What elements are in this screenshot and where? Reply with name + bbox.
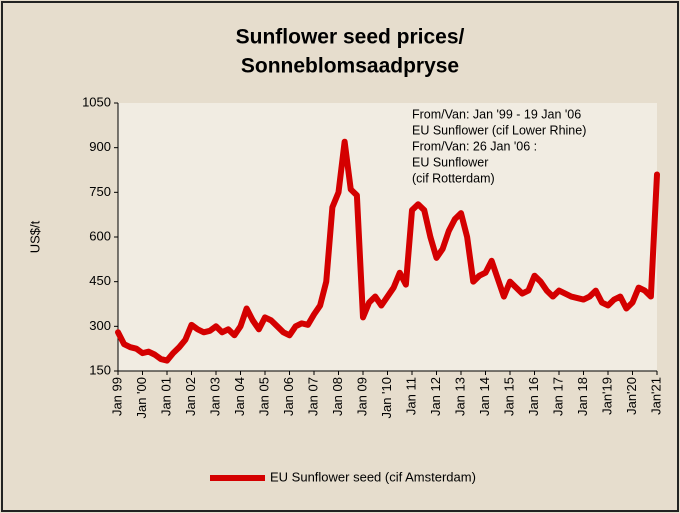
y-tick-label: 300	[89, 318, 111, 333]
x-tick-label: Jan 17	[550, 377, 565, 416]
x-tick-label: Jan'20	[624, 377, 639, 415]
x-tick-label: Jan 99	[109, 377, 124, 416]
x-tick-label: Jan 07	[305, 377, 320, 416]
annotation: From/Van: Jan '99 - 19 Jan '06	[412, 107, 581, 121]
x-tick-label: Jan 16	[526, 377, 541, 416]
x-tick-label: Jan'19	[599, 377, 614, 415]
x-tick-label: Jan 05	[256, 377, 271, 416]
x-tick-label: Jan 13	[452, 377, 467, 416]
y-tick-label: 450	[89, 273, 111, 288]
data-line	[115, 138, 660, 364]
x-tick-label: Jan 04	[232, 377, 247, 416]
x-tick-label: Jan 06	[281, 377, 296, 416]
x-tick-label: Jan 08	[330, 377, 345, 416]
x-tick-label: Jan 15	[501, 377, 516, 416]
annotation: EU Sunflower (cif Lower Rhine)	[412, 123, 586, 137]
x-tick-label: Jan 18	[575, 377, 590, 416]
legend-label: EU Sunflower seed (cif Amsterdam)	[270, 469, 476, 484]
x-tick-label: Jan 09	[354, 377, 369, 416]
x-tick-label: Jan 14	[477, 377, 492, 416]
x-tick-label: Jan 01	[158, 377, 173, 416]
annotation: From/Van: 26 Jan '06 :	[412, 139, 537, 153]
annotation: (cif Rotterdam)	[412, 171, 495, 185]
x-tick-label: Jan '00	[134, 377, 149, 419]
annotation: EU Sunflower	[412, 155, 488, 169]
y-tick-label: 1050	[82, 94, 111, 109]
y-tick-label: 900	[89, 139, 111, 154]
plot-area	[118, 103, 657, 371]
x-tick-label: Jan 03	[207, 377, 222, 416]
y-tick-label: 750	[89, 184, 111, 199]
y-tick-label: 600	[89, 228, 111, 243]
x-tick-label: Jan 12	[428, 377, 443, 416]
y-tick-label: 150	[89, 362, 111, 377]
y-axis-label: US$/t	[27, 220, 42, 253]
chart-title: Sunflower seed prices/	[236, 26, 465, 49]
x-tick-label: Jan'21	[648, 377, 663, 415]
chart-title: Sonneblomsaadpryse	[241, 55, 459, 78]
x-tick-label: Jan 11	[403, 377, 418, 415]
x-tick-label: Jan '10	[379, 377, 394, 419]
x-tick-label: Jan 02	[183, 377, 198, 416]
